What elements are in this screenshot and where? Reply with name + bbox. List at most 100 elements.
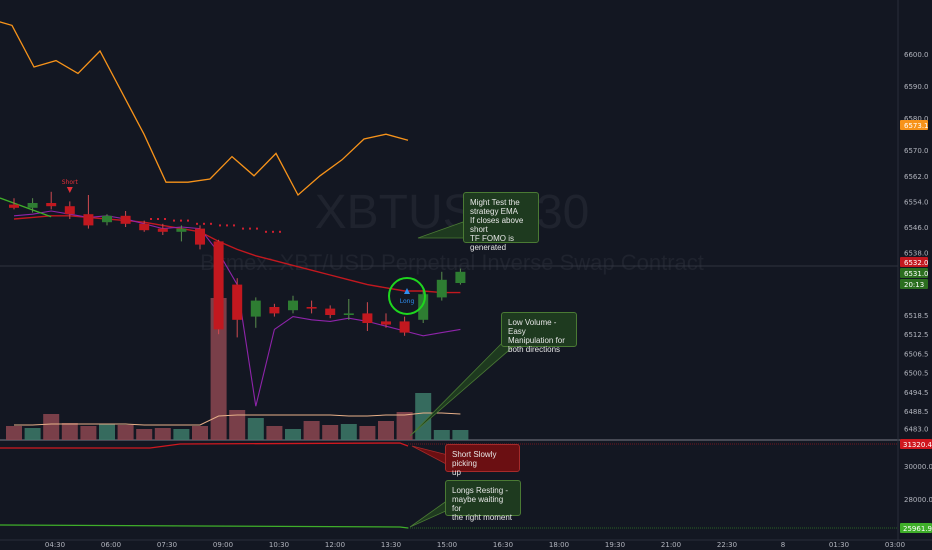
candle-body (288, 300, 298, 311)
x-tick-label: 04:30 (45, 541, 65, 549)
lower-y-tick-label: 30000.00 (904, 463, 932, 471)
y-tick-label: 6500.5 (904, 370, 929, 378)
volume-bar (229, 410, 246, 440)
price-label: 6531.0 (904, 270, 929, 278)
candle-body (399, 321, 410, 333)
x-tick-label: 22:30 (717, 541, 737, 549)
stop-dot (256, 227, 258, 230)
highlight-circle (388, 277, 426, 315)
annotation-volume[interactable]: Low Volume - Easy Manipulation for both … (501, 312, 577, 354)
y-tick-label: 6562.0 (904, 173, 929, 181)
candle-body (343, 313, 354, 315)
price-label-bg (900, 268, 928, 278)
price-label-bg (900, 120, 928, 130)
volume-bar (378, 421, 394, 440)
y-tick-label: 6570.0 (904, 147, 929, 155)
volume-bar (359, 426, 376, 440)
annotation-ema[interactable]: Might Test the strategy EMA If closes ab… (463, 192, 539, 252)
annotation-long[interactable]: Longs Resting - maybe waiting for the ri… (445, 480, 521, 522)
candle-body (269, 307, 280, 314)
annotation-pointer (411, 445, 449, 466)
candle-body (213, 241, 224, 330)
volume-bar (322, 425, 339, 440)
candle-body (46, 203, 57, 207)
candle-body (9, 204, 19, 208)
volume-bar (117, 425, 134, 440)
annotation-short[interactable]: Short Slowly picking up (445, 444, 520, 477)
x-tick-label: 15:00 (437, 541, 457, 549)
volume-bar (6, 426, 22, 440)
long-signal-arrow (404, 288, 410, 294)
stop-dot (157, 218, 159, 220)
price-label-bg (900, 279, 928, 289)
candle-body (306, 307, 317, 309)
y-tick-label: 6518.5 (904, 312, 929, 320)
lower-series-label: 31320.49 (903, 441, 932, 449)
x-tick-label: 16:30 (493, 541, 513, 549)
x-tick-label: 01:30 (829, 541, 849, 549)
y-tick-label: 6590.0 (904, 83, 929, 91)
stop-dot (210, 222, 212, 225)
volume-bar (303, 421, 320, 440)
y-tick-label: 6506.5 (904, 350, 929, 358)
stop-dot (265, 230, 267, 233)
y-tick-label: 6554.0 (904, 198, 929, 206)
volume-bar (452, 430, 469, 440)
candle-body (176, 228, 187, 232)
lower-label-bg (900, 439, 932, 449)
stop-dot (242, 227, 244, 230)
candle-body (64, 206, 75, 215)
candle-body (120, 215, 131, 224)
lower-y-tick-label: 28000.00 (904, 496, 932, 504)
candle-body (325, 308, 336, 315)
volume-bar (154, 428, 171, 440)
x-tick-label: 19:30 (605, 541, 625, 549)
short-signal-label: Short (62, 179, 79, 186)
volume-bar (210, 298, 227, 440)
price-label: 6532.0 (904, 259, 929, 267)
volume-bar (266, 426, 283, 440)
x-tick-label: 21:00 (661, 541, 681, 549)
stop-dot (164, 218, 166, 220)
x-tick-label: 12:00 (325, 541, 345, 549)
price-label: 6573.1 (904, 122, 929, 130)
x-tick-label: 18:00 (549, 541, 569, 549)
green-line (0, 197, 52, 218)
y-tick-label: 6488.5 (904, 408, 929, 416)
volume-bar (173, 429, 190, 440)
stop-dot (279, 230, 281, 233)
candle-body (381, 321, 391, 325)
short-positions-line (0, 442, 409, 449)
y-tick-label: 6483.0 (904, 426, 929, 434)
x-tick-label: 10:30 (269, 541, 289, 549)
volume-bar (396, 412, 413, 440)
stop-dot (180, 219, 182, 222)
x-tick-label: 03:00 (885, 541, 905, 549)
volume-bar (192, 426, 208, 440)
long-signal-label: Long (400, 298, 415, 305)
orange-line (0, 21, 409, 197)
candle-body (436, 279, 447, 298)
y-tick-label: 6546.0 (904, 224, 929, 232)
stop-dot (219, 224, 221, 227)
x-tick-label: 06:00 (101, 541, 121, 549)
volume-bar (24, 428, 41, 440)
x-tick-label: 8 (781, 541, 785, 549)
stop-dot (150, 218, 152, 220)
y-tick-label: 6580.0 (904, 115, 929, 123)
volume-bar (61, 423, 78, 440)
candle-body (455, 271, 466, 283)
x-tick-label: 13:30 (381, 541, 401, 549)
stop-dot (196, 222, 198, 225)
x-tick-label: 09:00 (213, 541, 233, 549)
lower-label-bg (900, 523, 932, 533)
y-tick-label: 6494.5 (904, 389, 929, 397)
volume-bar (80, 426, 97, 440)
y-tick-label: 6538.0 (904, 250, 929, 258)
lower-series-label: 25961.91 (903, 525, 932, 533)
volume-bar (340, 424, 357, 440)
annotation-pointer (409, 339, 516, 437)
stop-dot (187, 219, 189, 222)
